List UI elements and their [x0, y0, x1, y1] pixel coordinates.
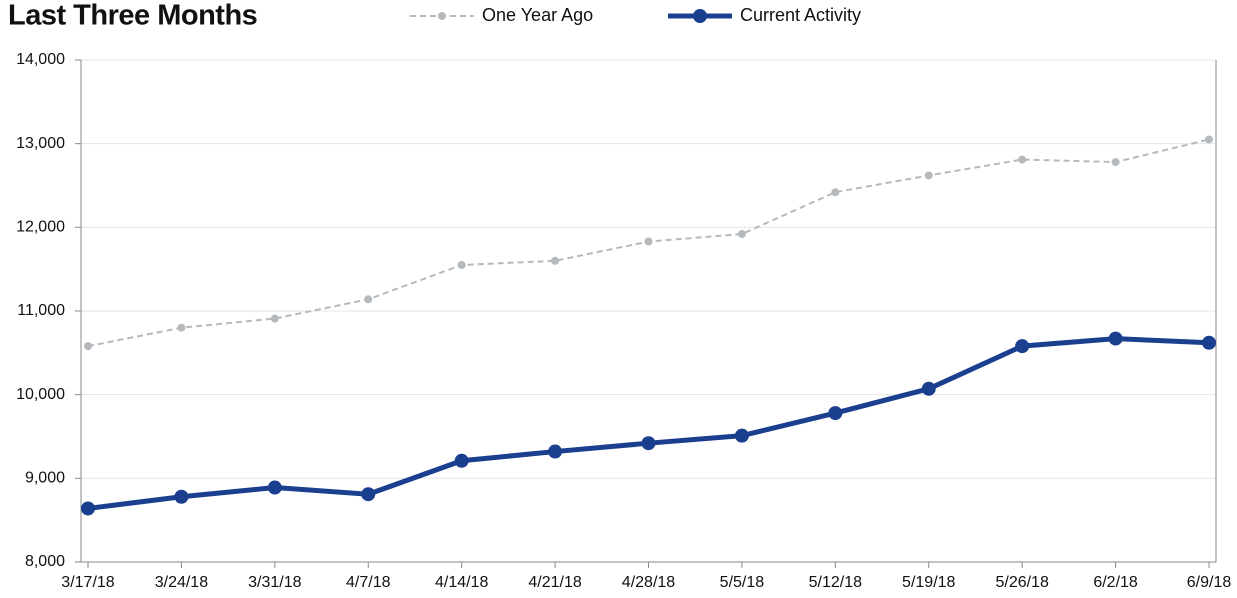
x-tick-label: 5/12/18	[809, 574, 862, 591]
x-tick-label: 6/9/18	[1187, 574, 1232, 591]
x-tick-label: 3/17/18	[61, 574, 114, 591]
data-point	[551, 256, 560, 265]
data-point	[644, 237, 653, 246]
chart-title: Last Three Months	[8, 0, 257, 32]
data-point	[641, 436, 656, 451]
data-point	[174, 489, 189, 504]
data-point	[921, 381, 936, 396]
x-tick-label: 5/19/18	[902, 574, 955, 591]
x-tick-label: 3/31/18	[248, 574, 301, 591]
y-tick-label: 14,000	[16, 51, 65, 68]
y-tick-label: 8,000	[25, 553, 65, 570]
data-point	[1111, 158, 1120, 167]
data-point	[270, 314, 279, 323]
data-point	[454, 453, 469, 468]
data-point	[734, 428, 749, 443]
data-point	[364, 295, 373, 304]
data-point	[548, 444, 563, 459]
data-point	[267, 480, 282, 495]
x-tick-label: 4/7/18	[346, 574, 391, 591]
data-point	[828, 406, 843, 421]
y-tick-label: 11,000	[17, 302, 65, 319]
data-point	[831, 188, 840, 197]
x-tick-label: 4/28/18	[622, 574, 675, 591]
data-point	[361, 487, 376, 502]
legend-marker	[438, 12, 446, 20]
data-point	[1015, 339, 1030, 354]
x-tick-label: 5/5/18	[720, 574, 765, 591]
data-point	[1108, 331, 1123, 346]
y-tick-label: 10,000	[16, 386, 65, 403]
x-tick-label: 6/2/18	[1093, 574, 1138, 591]
data-point	[457, 260, 466, 269]
data-point	[1018, 155, 1027, 164]
y-tick-label: 12,000	[16, 219, 65, 236]
data-point	[737, 230, 746, 239]
legend-label: One Year Ago	[482, 5, 593, 25]
x-tick-label: 4/21/18	[528, 574, 581, 591]
legend-label: Current Activity	[740, 5, 861, 25]
data-point	[1202, 335, 1216, 350]
x-tick-label: 4/14/18	[435, 574, 488, 591]
x-tick-label: 3/24/18	[155, 574, 208, 591]
data-point	[924, 171, 933, 180]
legend-marker	[693, 9, 707, 23]
data-point	[81, 501, 95, 516]
x-tick-label: 5/26/18	[995, 574, 1048, 591]
data-point	[84, 342, 92, 351]
y-tick-label: 13,000	[16, 135, 65, 152]
series-line	[87, 336, 1210, 511]
y-tick-label: 9,000	[25, 470, 65, 487]
data-point	[177, 323, 186, 332]
data-point	[1205, 135, 1213, 144]
